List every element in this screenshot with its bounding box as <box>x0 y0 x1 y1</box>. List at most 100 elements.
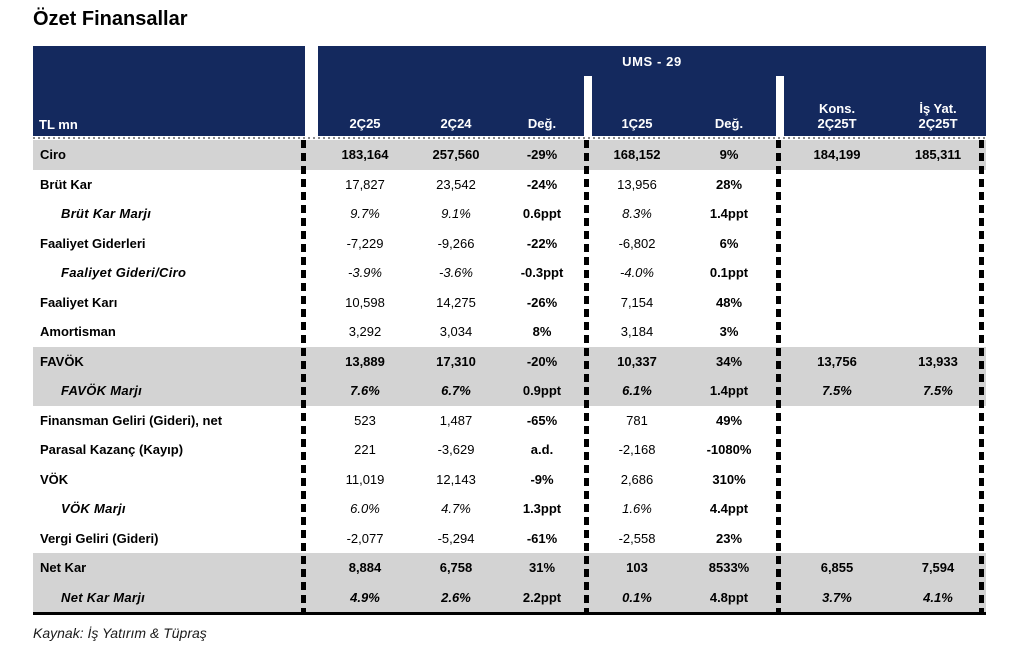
unit-label: TL mn <box>39 117 78 132</box>
cell: 3.7% <box>822 589 852 605</box>
cell: 4.9% <box>350 589 380 605</box>
cell: 3,292 <box>348 324 382 340</box>
cell: 2.6% <box>441 589 471 605</box>
cell: -5,294 <box>437 530 475 546</box>
cell: 14,275 <box>436 294 476 310</box>
cell: 17,310 <box>436 353 476 369</box>
cell: 0.1ppt <box>709 265 749 281</box>
cell: 168,152 <box>613 147 661 163</box>
cell: 23% <box>715 530 743 546</box>
cell: 3,184 <box>620 324 654 340</box>
page-title: Özet Finansallar <box>33 8 188 30</box>
cell: 10,598 <box>345 294 385 310</box>
cell: a.d. <box>530 442 554 458</box>
cell: 1.3ppt <box>522 501 562 517</box>
column-header-isyat: İş Yat. 2Ç25T <box>918 101 957 131</box>
table-row: FAVÖK Marjı 7.6% 6.7% 0.9ppt 6.1% 1.4ppt… <box>33 376 986 406</box>
cell: -3,629 <box>437 442 475 458</box>
cell: -2,077 <box>346 530 384 546</box>
cell: 6% <box>719 235 739 251</box>
dashed-divider <box>979 140 984 612</box>
cell: 1.6% <box>622 501 652 517</box>
isyat-line2: 2Ç25T <box>918 116 958 131</box>
consensus-line1: Kons. <box>818 101 856 116</box>
cell: 4.4ppt <box>709 501 749 517</box>
cell: -2,168 <box>618 442 656 458</box>
table-row: Parasal Kazanç (Kayıp) 221 -3,629 a.d. -… <box>33 435 986 465</box>
cell: 221 <box>354 442 376 458</box>
isyat-line1: İş Yat. <box>919 101 957 116</box>
header-label-block: TL mn <box>33 46 305 136</box>
row-label: Brüt Kar <box>40 176 93 192</box>
cell: 2,686 <box>620 471 654 487</box>
cell: 6.0% <box>350 501 380 517</box>
cell: 7,594 <box>921 560 955 576</box>
cell: 0.9ppt <box>522 383 562 399</box>
table-header: TL mn UMS - 29 2Ç25 2Ç24 Değ. 1Ç25 Değ. <box>33 46 986 136</box>
row-label: Net Kar <box>40 560 87 576</box>
table-body: Ciro 183,164 257,560 -29% 168,152 9% 184… <box>33 140 986 612</box>
table-bottom-border <box>33 612 986 615</box>
table-row: Vergi Geliri (Gideri) -2,077 -5,294 -61%… <box>33 524 986 554</box>
cell: -3.9% <box>348 265 382 281</box>
accounting-standard-label: UMS - 29 <box>318 46 986 76</box>
header-column-groups: 2Ç25 2Ç24 Değ. 1Ç25 Değ. Kons. 2Ç25T İş Y… <box>318 76 986 136</box>
table-row: Brüt Kar Marjı 9.7% 9.1% 0.6ppt 8.3% 1.4… <box>33 199 986 229</box>
cell: 8533% <box>708 560 750 576</box>
cell: -9,266 <box>437 235 475 251</box>
cell: -0.3ppt <box>520 265 564 281</box>
table-row: Brüt Kar 17,827 23,542 -24% 13,956 28% <box>33 170 986 200</box>
cell: -61% <box>526 530 558 546</box>
cell: 1.4ppt <box>709 383 749 399</box>
cell: 17,827 <box>345 176 385 192</box>
cell: 0.6ppt <box>522 206 562 222</box>
column-header-2c25: 2Ç25 <box>349 116 381 131</box>
cell: 9.7% <box>350 206 380 222</box>
cell: 183,164 <box>341 147 389 163</box>
dotted-separator <box>33 136 986 140</box>
cell: -1080% <box>706 442 752 458</box>
row-label: Faaliyet Giderleri <box>40 235 146 251</box>
source-note: Kaynak: İş Yatırım & Tüpraş <box>33 625 207 641</box>
column-header-deg-yoy: Değ. <box>527 116 557 131</box>
cell: 3,034 <box>439 324 473 340</box>
cell: 23,542 <box>436 176 476 192</box>
cell: -65% <box>526 412 558 428</box>
cell: 257,560 <box>432 147 480 163</box>
cell: 8% <box>532 324 552 340</box>
column-header-1c25: 1Ç25 <box>621 116 653 131</box>
cell: -24% <box>526 176 558 192</box>
cell: 28% <box>715 176 743 192</box>
header-gap <box>584 76 592 136</box>
financials-table: TL mn UMS - 29 2Ç25 2Ç24 Değ. 1Ç25 Değ. <box>33 46 986 615</box>
cell: 10,337 <box>617 353 657 369</box>
table-row: Faaliyet Giderleri -7,229 -9,266 -22% -6… <box>33 229 986 259</box>
cell: 0.1% <box>622 589 652 605</box>
cell: 781 <box>626 412 648 428</box>
column-group-quarters: 2Ç25 2Ç24 Değ. <box>318 76 584 136</box>
table-row: Faaliyet Gideri/Ciro -3.9% -3.6% -0.3ppt… <box>33 258 986 288</box>
row-label: Finansman Geliri (Gideri), net <box>40 412 223 428</box>
table-row: Net Kar Marjı 4.9% 2.6% 2.2ppt 0.1% 4.8p… <box>33 582 986 612</box>
cell: 6,855 <box>820 560 854 576</box>
cell: 523 <box>354 412 376 428</box>
cell: -20% <box>526 353 558 369</box>
row-label: Faaliyet Karı <box>40 294 118 310</box>
row-label: Net Kar Marjı <box>61 589 146 605</box>
cell: -29% <box>526 147 558 163</box>
cell: 1.4ppt <box>709 206 749 222</box>
cell: 12,143 <box>436 471 476 487</box>
cell: 13,889 <box>345 353 385 369</box>
cell: -22% <box>526 235 558 251</box>
cell: 7.5% <box>822 383 852 399</box>
column-header-deg-qoq: Değ. <box>714 116 744 131</box>
cell: 4.7% <box>441 501 471 517</box>
dashed-divider <box>776 140 781 612</box>
dashed-divider <box>584 140 589 612</box>
cell: 4.8ppt <box>709 589 749 605</box>
cell: 1,487 <box>439 412 473 428</box>
column-header-consensus: Kons. 2Ç25T <box>817 101 856 131</box>
cell: 6.1% <box>622 383 652 399</box>
row-label: VÖK Marjı <box>61 501 126 517</box>
